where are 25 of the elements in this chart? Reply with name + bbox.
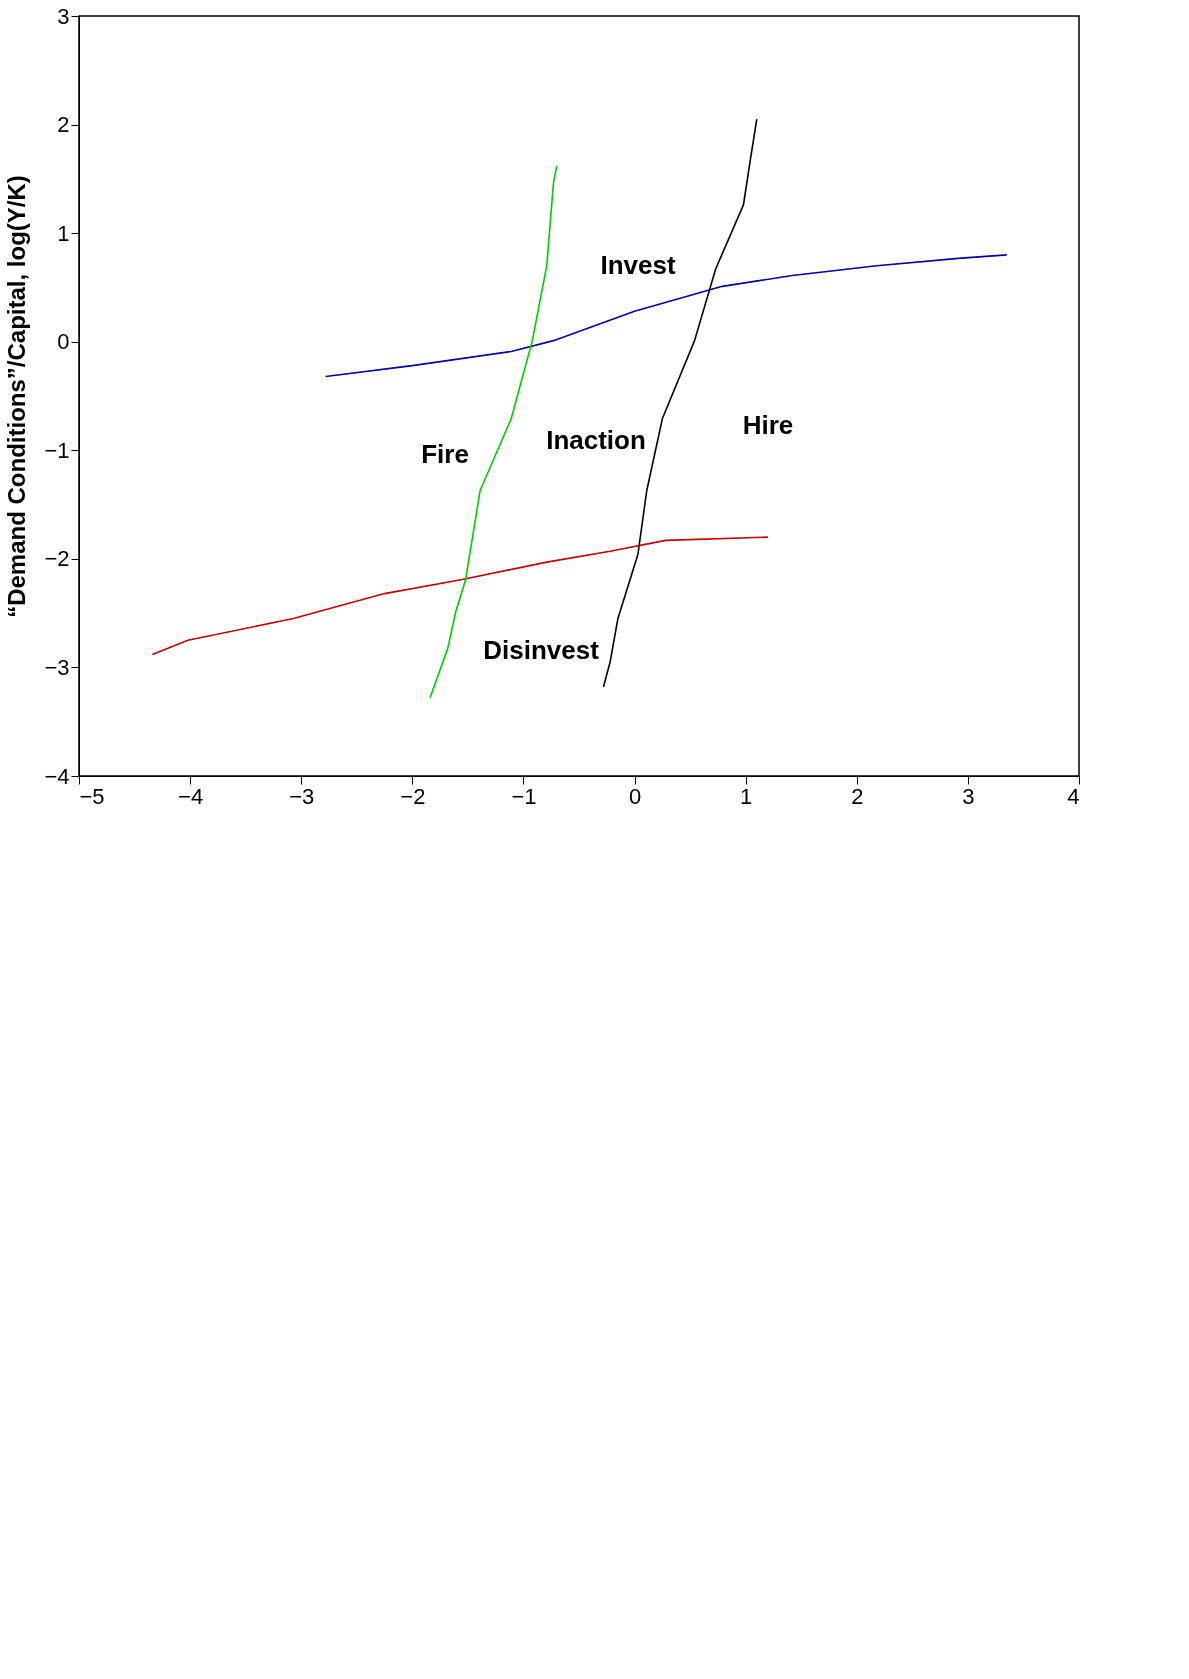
x-tick-label: −5: [79, 783, 105, 809]
annotation: Hire: [742, 410, 794, 440]
annotation: Disinvest: [483, 635, 600, 665]
y-tick-label: 1: [57, 220, 70, 246]
x-tick-label: −2: [400, 783, 426, 809]
y-tick-label: 3: [57, 3, 70, 29]
x-tick-label: 1: [740, 783, 753, 809]
y-axis-title: “Demand Conditions”/Capital, log(Y/K): [3, 175, 31, 618]
x-tick-label: −3: [289, 783, 315, 809]
x-tick-label: 3: [962, 783, 975, 809]
x-tick-label: −4: [178, 783, 204, 809]
y-tick-label: −2: [44, 546, 70, 572]
x-tick-label: 2: [851, 783, 864, 809]
y-tick-label: −3: [44, 654, 70, 680]
y-tick-label: −1: [44, 437, 70, 463]
annotation: Inaction: [546, 425, 646, 455]
annotation: Invest: [600, 250, 676, 280]
y-tick-label: 2: [57, 112, 70, 138]
x-tick-label: −1: [511, 783, 537, 809]
y-tick-label: −4: [44, 763, 70, 789]
x-tick-label: 4: [1067, 783, 1080, 809]
line-series: [324, 254, 1008, 378]
x-tick-label: 0: [628, 783, 642, 809]
y-tick-label: 0: [57, 329, 70, 355]
annotation: Fire: [421, 439, 469, 469]
